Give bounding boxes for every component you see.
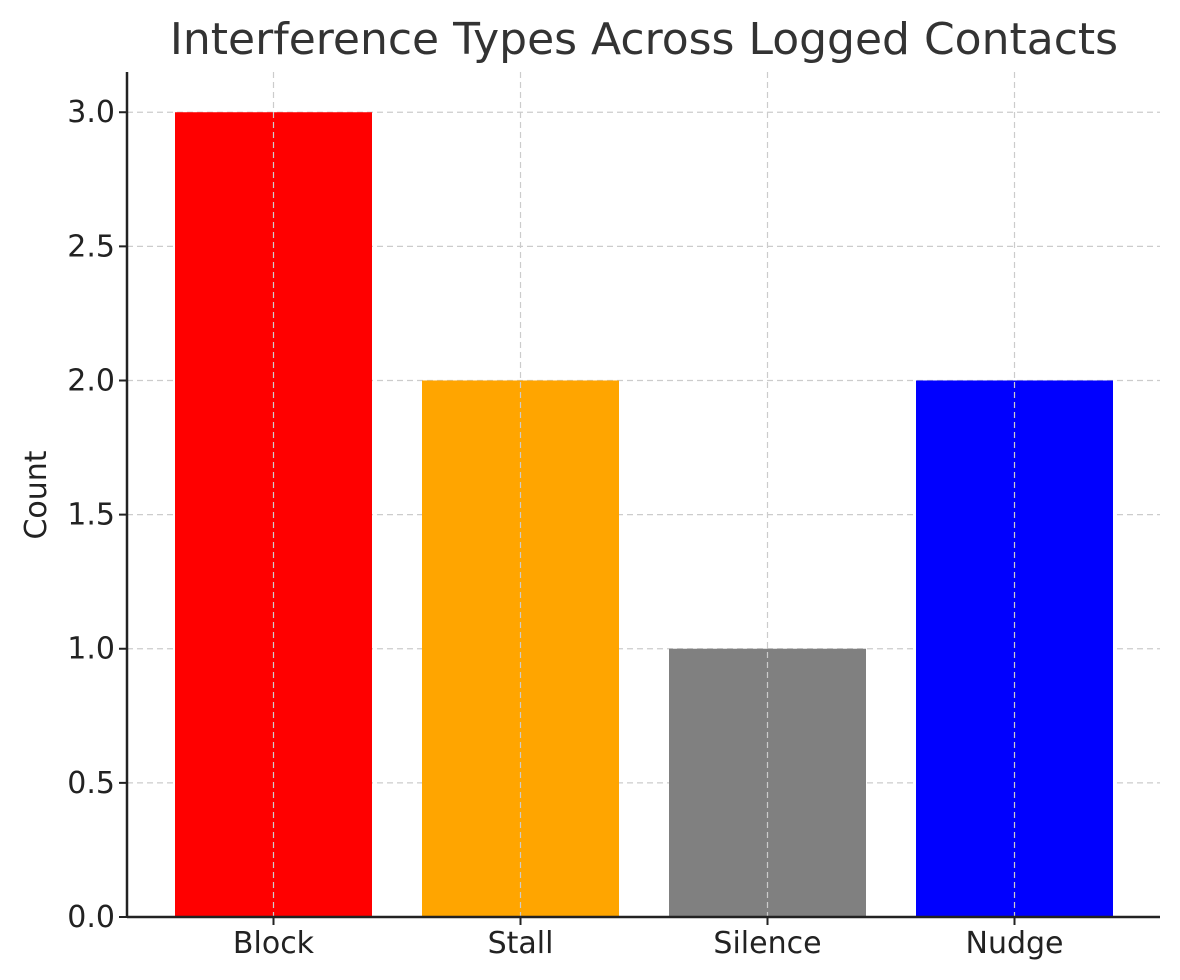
bars: [175, 112, 1113, 917]
y-tick-label: 1.5: [67, 498, 115, 533]
tick-labels: 0.0 0.5 1.0 1.5 2.0 2.5 3.0 Block Stall Silence Nu…: [67, 95, 1063, 961]
x-tick-label: Silence: [713, 926, 821, 961]
y-tick-label: 3.0: [67, 95, 115, 130]
axes: [119, 72, 1160, 925]
vertical-gridlines: [272, 72, 1016, 917]
y-tick-label: 2.5: [67, 229, 115, 264]
y-tick-label: 0.5: [67, 766, 115, 801]
x-tick-label: Stall: [488, 926, 554, 961]
y-axis-label: Count: [19, 450, 54, 539]
y-tick-label: 0.0: [67, 900, 115, 935]
x-tick-label: Nudge: [966, 926, 1064, 961]
x-tick-label: Block: [233, 926, 315, 961]
chart-title: Interference Types Across Logged Contact…: [170, 14, 1118, 65]
y-tick-label: 1.0: [67, 632, 115, 667]
y-tick-label: 2.0: [67, 363, 115, 398]
